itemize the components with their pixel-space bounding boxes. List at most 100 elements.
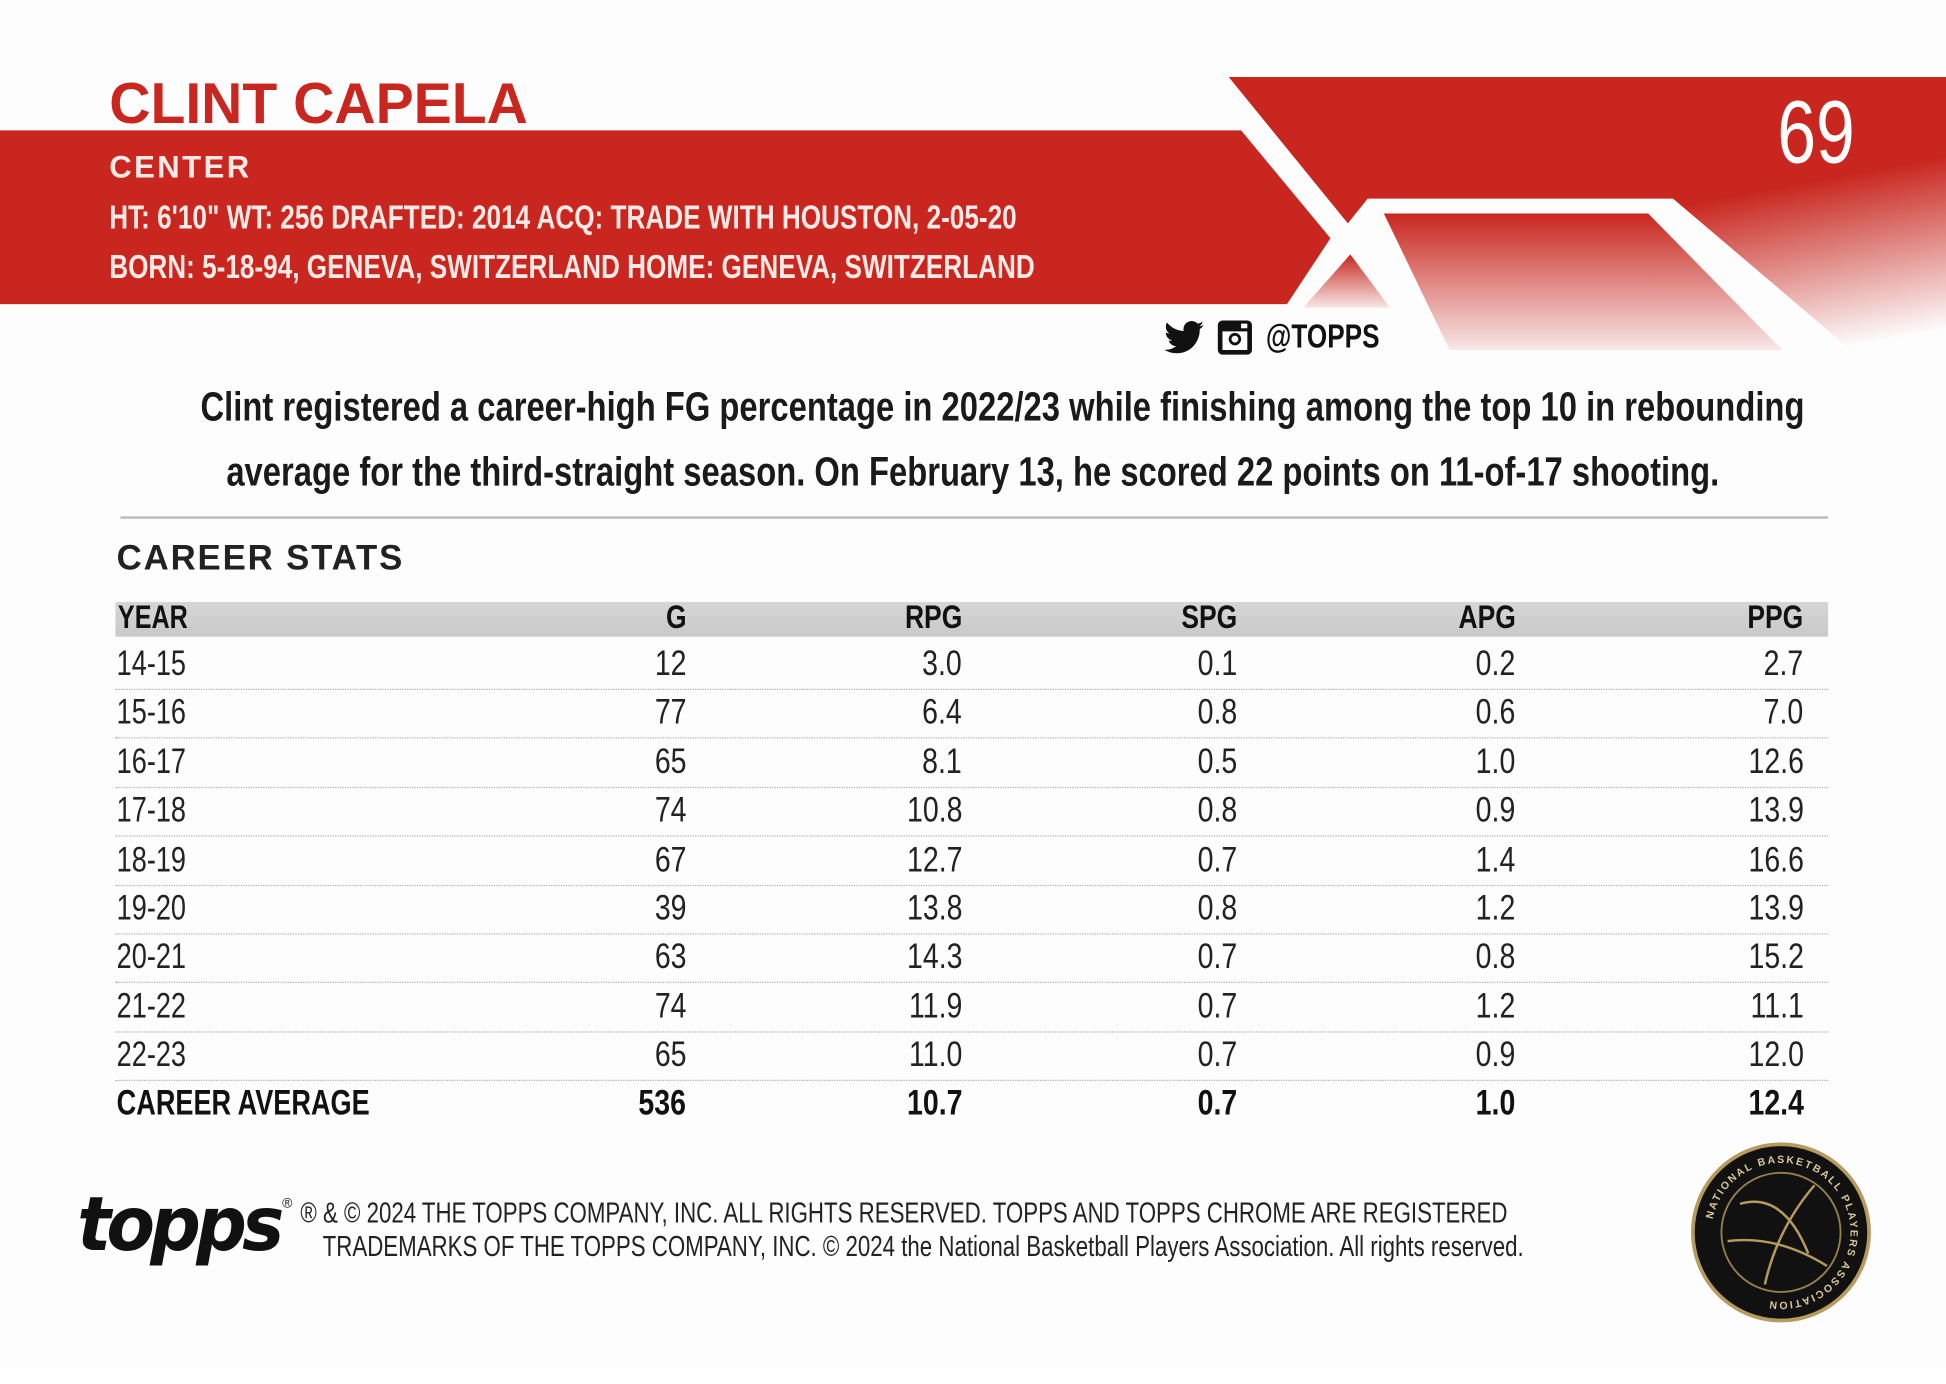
player-name: CLINT CAPELA — [109, 70, 528, 136]
row-separator — [115, 884, 1829, 886]
stat-apg: 0.2 — [1467, 644, 1516, 684]
top-right-band — [1228, 76, 1946, 410]
cell-text: 0.1 — [1197, 644, 1238, 683]
cell-text: 14.3 — [906, 937, 962, 976]
stat-ppg: 12.0 — [1736, 1035, 1804, 1075]
cell-text: 6.4 — [922, 693, 962, 732]
stat-apg: 0.6 — [1467, 693, 1516, 733]
nbpa-seal-logo: NATIONAL BASKETBALL PLAYERS ASSOCIATION — [1690, 1142, 1871, 1323]
cell-text: 0.7 — [1197, 937, 1238, 976]
stat-spg: 0.8 — [1189, 790, 1238, 831]
cell-text: 0.2 — [1475, 644, 1516, 683]
row-separator — [115, 1031, 1829, 1033]
cell-text: 0.9 — [1475, 790, 1516, 830]
cell-text: 2.7 — [1763, 644, 1804, 683]
cell-text: 1.2 — [1475, 986, 1516, 1025]
stat-g: 12 — [648, 644, 687, 684]
stat-rpg: 8.1 — [914, 742, 962, 782]
stat-apg: 1.2 — [1467, 986, 1516, 1026]
cell-text: 0.7 — [1197, 1083, 1238, 1122]
cell-text: 18-19 — [116, 839, 187, 879]
column-header-text: APG — [1458, 598, 1516, 636]
cell-text: 13.8 — [906, 888, 962, 928]
cell-text: 1.2 — [1475, 888, 1516, 928]
cell-text: 13.9 — [1747, 888, 1804, 928]
cell-text: 0.8 — [1197, 888, 1238, 928]
cell-text: 20-21 — [116, 937, 187, 976]
cell-text: 0.8 — [1197, 790, 1238, 830]
player-info-line-2: BORN: 5-18-94, GENEVA, SWITZERLAND HOME:… — [109, 248, 1296, 286]
stat-rpg: 14.3 — [894, 937, 962, 978]
cell-text: 21-22 — [116, 986, 187, 1025]
social-handles: @TOPPS — [1164, 318, 1411, 356]
stat-rpg: 12.7 — [894, 840, 961, 880]
cell-text: 12 — [654, 644, 687, 683]
info-text: HT: 6'10" WT: 256 DRAFTED: 2014 ACQ: TRA… — [109, 198, 1017, 236]
stat-year: 20-21 — [117, 938, 206, 978]
career-average-apg: 1.0 — [1467, 1083, 1516, 1123]
row-separator — [115, 835, 1829, 837]
stat-spg: 0.7 — [1189, 839, 1238, 880]
cell-text: 14-15 — [116, 644, 187, 683]
stat-apg: 0.9 — [1467, 790, 1516, 831]
cell-text: 67 — [654, 839, 687, 879]
column-header-rpg: RPG — [892, 598, 962, 636]
stat-spg: 0.8 — [1189, 888, 1238, 929]
cell-text: 15.2 — [1747, 937, 1804, 976]
career-average-spg: 0.7 — [1189, 1083, 1238, 1123]
twitter-icon — [1164, 320, 1204, 353]
column-header-spg: SPG — [1169, 598, 1237, 636]
stat-year: 19-20 — [117, 889, 206, 929]
stat-spg: 0.7 — [1189, 986, 1238, 1026]
bio-line-1: Clint registered a career-high FG percen… — [0, 383, 1946, 430]
copyright-text: ® & © 2024 THE TOPPS COMPANY, INC. ALL R… — [300, 1196, 1508, 1229]
copyright-text: TRADEMARKS OF THE TOPPS COMPANY, INC. © … — [322, 1229, 1524, 1263]
cell-text: 12.6 — [1747, 741, 1804, 781]
player-position: CENTER — [109, 150, 252, 185]
player-info-line-1: HT: 6'10" WT: 256 DRAFTED: 2014 ACQ: TRA… — [109, 199, 1272, 237]
column-header-text: SPG — [1181, 598, 1238, 636]
cell-text: 11.9 — [908, 986, 962, 1025]
lower-x-wedge — [1303, 254, 1391, 308]
cell-text: 13.9 — [1747, 790, 1804, 830]
cell-text: 0.7 — [1197, 839, 1238, 879]
stat-g: 65 — [648, 1035, 687, 1075]
cell-text: 0.7 — [1197, 986, 1238, 1025]
cell-text: 16-17 — [116, 741, 187, 781]
stat-year: 15-16 — [117, 693, 206, 733]
bio-line-2: average for the third-straight season. O… — [0, 448, 1946, 495]
column-header-year: YEAR — [118, 598, 208, 636]
stat-year: 17-18 — [117, 791, 206, 831]
cell-text: 19-20 — [116, 888, 187, 928]
cell-text: 0.8 — [1197, 693, 1238, 732]
card-number-text: 69 — [1777, 83, 1855, 183]
cell-text: 1.4 — [1475, 839, 1516, 879]
cell-text: 11.0 — [908, 1035, 962, 1074]
copyright-line-1: ® & © 2024 THE TOPPS COMPANY, INC. ALL R… — [300, 1196, 1848, 1230]
stat-g: 39 — [648, 889, 687, 929]
cell-text: 15-16 — [116, 693, 187, 732]
stat-rpg: 6.4 — [914, 693, 962, 733]
row-separator — [115, 786, 1829, 788]
stat-ppg: 13.9 — [1736, 888, 1804, 929]
card-number: 69 — [1777, 82, 1876, 184]
cell-text: 77 — [654, 693, 687, 732]
stat-g: 74 — [648, 986, 687, 1026]
column-header-apg: APG — [1445, 598, 1515, 636]
stat-g: 77 — [648, 693, 687, 733]
row-separator — [115, 933, 1829, 935]
stat-g: 63 — [648, 938, 687, 978]
cell-text: 17-18 — [116, 790, 187, 830]
cell-text: 12.0 — [1747, 1035, 1804, 1074]
bio-text: Clint registered a career-high FG percen… — [200, 383, 1805, 430]
column-header-text: RPG — [904, 598, 962, 636]
cell-text: 22-23 — [116, 1035, 187, 1074]
stats-header-bar — [115, 601, 1829, 637]
stat-rpg: 13.8 — [894, 888, 962, 929]
stat-ppg: 11.1 — [1738, 986, 1803, 1026]
stat-year: 14-15 — [117, 644, 206, 684]
stat-spg: 0.8 — [1189, 693, 1238, 733]
cell-text: 7.0 — [1763, 693, 1804, 732]
stat-g: 67 — [648, 840, 687, 880]
